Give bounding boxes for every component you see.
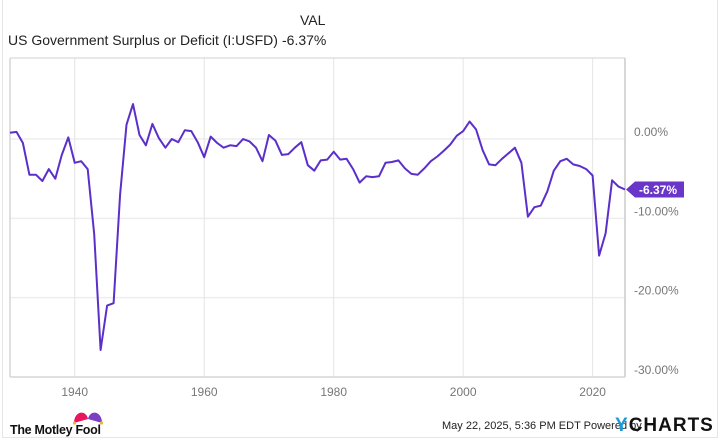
axes	[9, 57, 626, 378]
legend-series-value: -6.37%	[282, 32, 327, 48]
x-axis-ticks: 1940 1960 1980 2000 2020	[61, 385, 606, 399]
ycharts-logo: YCHARTS	[615, 415, 714, 437]
last-value-marker: -6.37%	[626, 181, 684, 198]
y-tick-label: -30.00%	[634, 363, 679, 377]
legend-series-name: US Government Surplus or Deficit (I:USFD…	[8, 32, 278, 48]
y-axis-ticks: 0.00% -10.00% -20.00% -30.00%	[634, 125, 679, 377]
y-tick-label: -20.00%	[634, 284, 679, 298]
motley-fool-jester-hat-icon	[72, 412, 104, 425]
series-line	[9, 103, 626, 351]
ycharts-logo-text: CHARTS	[628, 415, 714, 436]
motley-fool-logo: The Motley Fool	[10, 423, 101, 437]
x-tick-label: 2020	[579, 385, 606, 399]
y-tick-label: -10.00%	[634, 204, 679, 218]
x-tick-label: 1980	[320, 385, 347, 399]
footer-timestamp: May 22, 2025, 5:36 PM EDT Powered by	[442, 420, 642, 432]
y-tick-label: 0.00%	[634, 125, 668, 139]
grid-lines	[10, 58, 625, 377]
x-tick-label: 1940	[61, 385, 88, 399]
x-tick-label: 2000	[450, 385, 477, 399]
powered-by-text: Powered by	[583, 420, 642, 432]
legend-column-header: VAL	[300, 12, 326, 28]
last-value-text: -6.37%	[639, 183, 677, 197]
timestamp-text: May 22, 2025, 5:36 PM EDT	[442, 420, 581, 432]
last-value-badge	[626, 181, 684, 198]
x-tick-label: 1960	[191, 385, 218, 399]
ycharts-logo-y: Y	[615, 415, 629, 436]
